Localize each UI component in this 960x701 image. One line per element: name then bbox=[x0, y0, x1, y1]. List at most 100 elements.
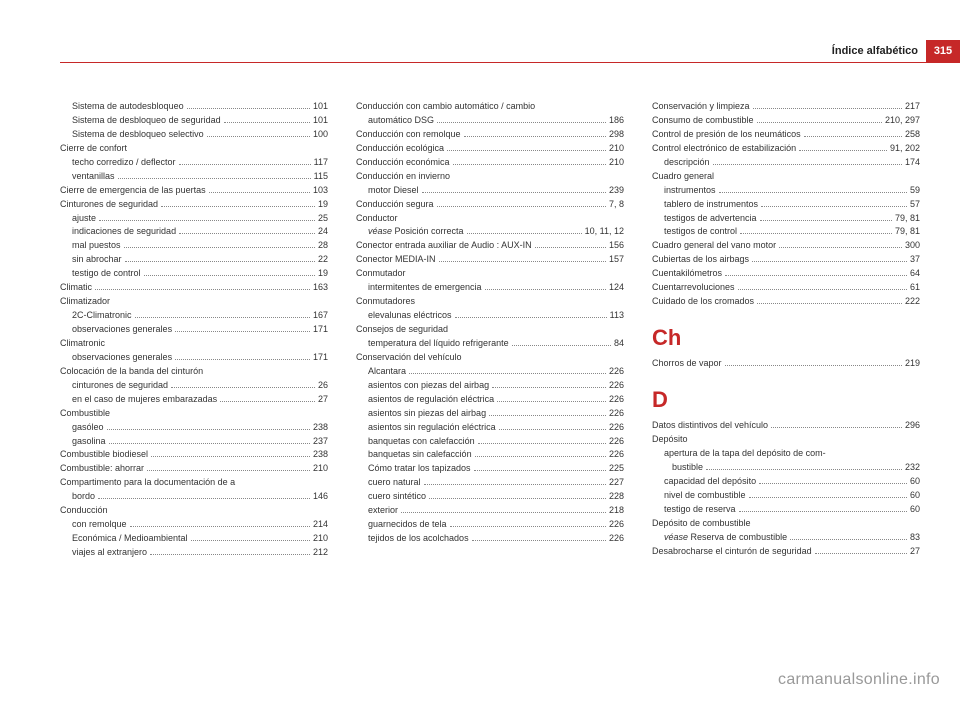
index-subentry: Alcantara226 bbox=[356, 365, 624, 379]
index-subentry: asientos sin regulación eléctrica226 bbox=[356, 421, 624, 435]
entry-label: observaciones generales bbox=[72, 351, 172, 365]
entry-page: 218 bbox=[609, 504, 624, 518]
index-column: Sistema de autodesbloqueo101Sistema de d… bbox=[60, 100, 328, 560]
index-entry: Combustible bbox=[60, 407, 328, 421]
leader-dots bbox=[804, 136, 902, 137]
entry-page: 222 bbox=[905, 295, 920, 309]
leader-dots bbox=[191, 540, 310, 541]
index-column: Conservación y limpieza217Consumo de com… bbox=[652, 100, 920, 560]
leader-dots bbox=[464, 136, 606, 137]
leader-dots bbox=[719, 192, 907, 193]
entry-page: 59 bbox=[910, 184, 920, 198]
entry-label: Cuadro general del vano motor bbox=[652, 239, 776, 253]
entry-label: Depósito bbox=[652, 433, 688, 447]
index-entry: Datos distintivos del vehículo296 bbox=[652, 419, 920, 433]
entry-page: 226 bbox=[609, 532, 624, 546]
entry-label: Conmutadores bbox=[356, 295, 415, 309]
index-subentry: Económica / Medioambiental210 bbox=[60, 532, 328, 546]
leader-dots bbox=[738, 289, 907, 290]
entry-page: 171 bbox=[313, 323, 328, 337]
index-subentry: testigo de reserva60 bbox=[652, 503, 920, 517]
index-subentry: viajes al extranjero212 bbox=[60, 546, 328, 560]
leader-dots bbox=[450, 526, 606, 527]
leader-dots bbox=[224, 122, 310, 123]
entry-page: 91, 202 bbox=[890, 142, 920, 156]
index-entry: Climatic163 bbox=[60, 281, 328, 295]
entry-label: Cuentarrevoluciones bbox=[652, 281, 735, 295]
entry-label: indicaciones de seguridad bbox=[72, 225, 176, 239]
leader-dots bbox=[151, 456, 310, 457]
entry-page: 210, 297 bbox=[885, 114, 920, 128]
index-subentry: asientos sin piezas del airbag226 bbox=[356, 407, 624, 421]
entry-label: Conductor bbox=[356, 212, 398, 226]
index-subentry: asientos con piezas del airbag226 bbox=[356, 379, 624, 393]
index-subentry: exterior218 bbox=[356, 504, 624, 518]
entry-page: 212 bbox=[313, 546, 328, 560]
entry-page: 60 bbox=[910, 503, 920, 517]
entry-label: Combustible bbox=[60, 407, 110, 421]
page-number: 315 bbox=[926, 40, 960, 62]
entry-page: 258 bbox=[905, 128, 920, 142]
index-column: Conducción con cambio automático / cambi… bbox=[356, 100, 624, 560]
index-entry: Consejos de seguridad bbox=[356, 323, 624, 337]
leader-dots bbox=[422, 192, 606, 193]
entry-page: 210 bbox=[609, 142, 624, 156]
entry-label: Compartimento para la documentación de a bbox=[60, 476, 235, 490]
index-subentry: indicaciones de seguridad24 bbox=[60, 225, 328, 239]
entry-page: 60 bbox=[910, 489, 920, 503]
entry-page: 84 bbox=[614, 337, 624, 351]
entry-page: 61 bbox=[910, 281, 920, 295]
index-subentry: temperatura del líquido refrigerante84 bbox=[356, 337, 624, 351]
leader-dots bbox=[725, 365, 902, 366]
entry-label: cuero sintético bbox=[368, 490, 426, 504]
entry-page: 100 bbox=[313, 128, 328, 142]
entry-page: 115 bbox=[314, 170, 328, 184]
entry-label: Conservación y limpieza bbox=[652, 100, 750, 114]
entry-label: Conmutador bbox=[356, 267, 406, 281]
index-entry: Cuidado de los cromados222 bbox=[652, 295, 920, 309]
entry-label: guarnecidos de tela bbox=[368, 518, 447, 532]
entry-label: motor Diesel bbox=[368, 184, 419, 198]
leader-dots bbox=[424, 484, 606, 485]
entry-page: 226 bbox=[609, 407, 624, 421]
index-subentry: motor Diesel239 bbox=[356, 184, 624, 198]
entry-page: 10, 11, 12 bbox=[585, 225, 624, 239]
leader-dots bbox=[492, 387, 606, 388]
page-container: Índice alfabético 315 Sistema de autodes… bbox=[60, 40, 920, 661]
leader-dots bbox=[757, 122, 882, 123]
leader-dots bbox=[179, 164, 311, 165]
entry-page: 210 bbox=[313, 462, 328, 476]
entry-label: Conducción en invierno bbox=[356, 170, 450, 184]
index-subentry: banquetas con calefacción226 bbox=[356, 435, 624, 449]
entry-label: ajuste bbox=[72, 212, 96, 226]
index-subentry: bustible232 bbox=[652, 461, 920, 475]
entry-label: Cuentakilómetros bbox=[652, 267, 722, 281]
entry-label: testigos de advertencia bbox=[664, 212, 757, 226]
entry-label: Cierre de emergencia de las puertas bbox=[60, 184, 206, 198]
leader-dots bbox=[124, 247, 315, 248]
entry-label: nivel de combustible bbox=[664, 489, 746, 503]
entry-page: 117 bbox=[314, 156, 328, 170]
entry-page: 101 bbox=[313, 100, 328, 114]
entry-label: Conservación del vehículo bbox=[356, 351, 462, 365]
entry-label: automático DSG bbox=[368, 114, 434, 128]
entry-page: 186 bbox=[609, 114, 624, 128]
entry-page: 103 bbox=[313, 184, 328, 198]
leader-dots bbox=[799, 150, 887, 151]
entry-label: testigo de control bbox=[72, 267, 141, 281]
entry-page: 219 bbox=[905, 357, 920, 371]
entry-label: véase Reserva de combustible bbox=[664, 531, 787, 545]
index-columns: Sistema de autodesbloqueo101Sistema de d… bbox=[60, 100, 920, 560]
index-entry: Cuadro general del vano motor300 bbox=[652, 239, 920, 253]
index-entry: Colocación de la banda del cinturón bbox=[60, 365, 328, 379]
index-subentry: nivel de combustible 60 bbox=[652, 489, 920, 503]
entry-page: 28 bbox=[318, 239, 328, 253]
leader-dots bbox=[499, 429, 606, 430]
entry-page: 226 bbox=[609, 393, 624, 407]
entry-label: intermitentes de emergencia bbox=[368, 281, 482, 295]
leader-dots bbox=[790, 539, 907, 540]
entry-label: ventanillas bbox=[72, 170, 115, 184]
leader-dots bbox=[761, 206, 907, 207]
leader-dots bbox=[130, 526, 310, 527]
index-entry: Cuentakilómetros64 bbox=[652, 267, 920, 281]
